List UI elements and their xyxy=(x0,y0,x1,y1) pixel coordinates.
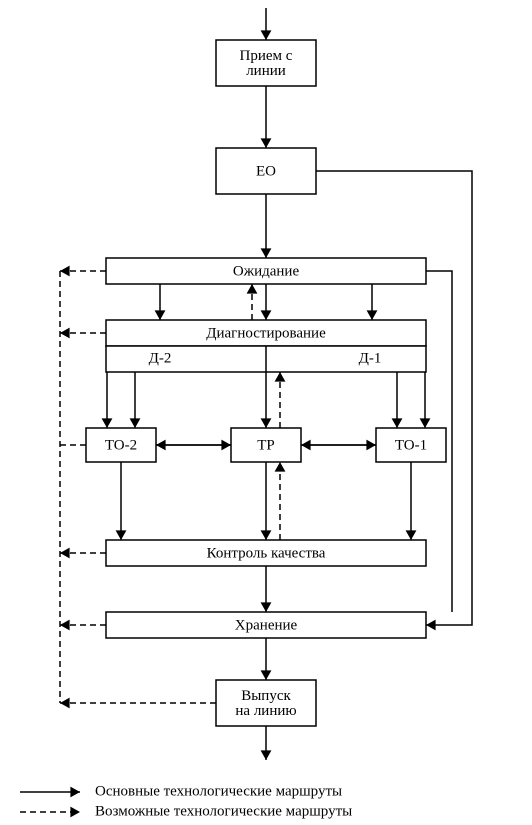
node-hranenie: Хранение xyxy=(106,612,426,638)
node-kontrol-kachestva: Контроль качества xyxy=(106,540,426,566)
svg-text:Диагностирование: Диагностирование xyxy=(206,325,326,341)
svg-text:Контроль качества: Контроль качества xyxy=(207,545,326,561)
node-to2: ТО-2 xyxy=(86,428,156,462)
svg-text:Выпуск: Выпуск xyxy=(241,688,291,704)
svg-text:Хранение: Хранение xyxy=(235,617,298,633)
label-d1: Д-1 xyxy=(359,350,382,366)
node-tr: ТР xyxy=(231,428,301,462)
svg-text:на линию: на линию xyxy=(235,703,296,719)
svg-text:линии: линии xyxy=(246,63,286,79)
legend-dash: Возможные технологические маршруты xyxy=(95,803,352,819)
legend-solid: Основные технологические маршруты xyxy=(95,783,342,799)
svg-text:ТО-1: ТО-1 xyxy=(395,437,427,453)
node-diagnostirovanie: Диагностирование xyxy=(106,320,426,346)
svg-text:ТР: ТР xyxy=(257,437,275,453)
svg-text:Прием с: Прием с xyxy=(240,48,293,64)
svg-text:ТО-2: ТО-2 xyxy=(105,437,137,453)
node-to1: ТО-1 xyxy=(376,428,446,462)
node-eo: ЕО xyxy=(216,148,316,194)
svg-text:Ожидание: Ожидание xyxy=(233,263,300,279)
svg-text:ЕО: ЕО xyxy=(256,163,276,179)
label-d2: Д-2 xyxy=(149,350,172,366)
node-priem: Прием слинии xyxy=(216,40,316,86)
node-vypusk: Выпускна линию xyxy=(216,680,316,726)
node-ozhidanie: Ожидание xyxy=(106,258,426,284)
